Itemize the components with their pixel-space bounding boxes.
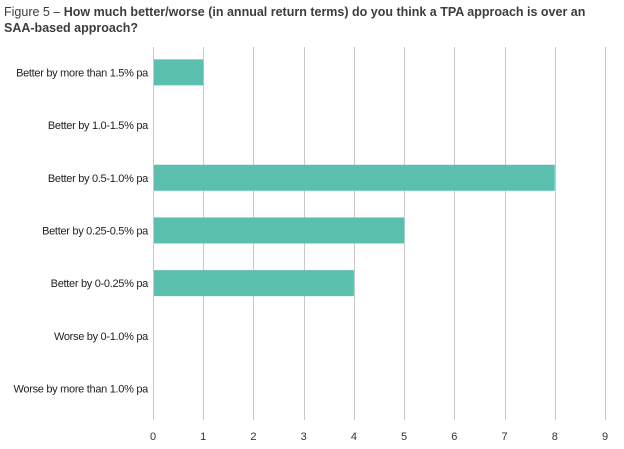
category-label: Better by 0.25-0.5% pa bbox=[42, 225, 149, 237]
x-tick-label: 7 bbox=[501, 431, 507, 443]
category-label: Worse by 0-1.0% pa bbox=[54, 331, 149, 343]
x-tick-label: 0 bbox=[150, 431, 156, 443]
figure-label: Figure 5 – bbox=[4, 5, 61, 19]
x-tick-label: 2 bbox=[250, 431, 256, 443]
bar bbox=[154, 217, 405, 244]
category-label: Worse by more than 1.0% pa bbox=[14, 384, 150, 396]
bar bbox=[154, 270, 354, 297]
category-label: Better by 1.0-1.5% pa bbox=[48, 120, 149, 132]
x-tick-label: 3 bbox=[301, 431, 307, 443]
x-tick-label: 4 bbox=[351, 431, 357, 443]
category-label: Better by 0.5-1.0% pa bbox=[48, 173, 149, 185]
x-tick-label: 1 bbox=[200, 431, 206, 443]
figure-title: Figure 5 – How much better/worse (in ann… bbox=[4, 4, 604, 36]
category-label: Better by more than 1.5% pa bbox=[16, 67, 149, 79]
x-tick-label: 6 bbox=[451, 431, 457, 443]
x-tick-label: 8 bbox=[552, 431, 558, 443]
figure-question: How much better/worse (in annual return … bbox=[4, 5, 586, 35]
bar bbox=[154, 164, 555, 191]
category-label: Better by 0-0.25% pa bbox=[51, 278, 150, 290]
x-tick-label: 5 bbox=[401, 431, 407, 443]
bar bbox=[154, 59, 204, 86]
x-tick-label: 9 bbox=[602, 431, 608, 443]
